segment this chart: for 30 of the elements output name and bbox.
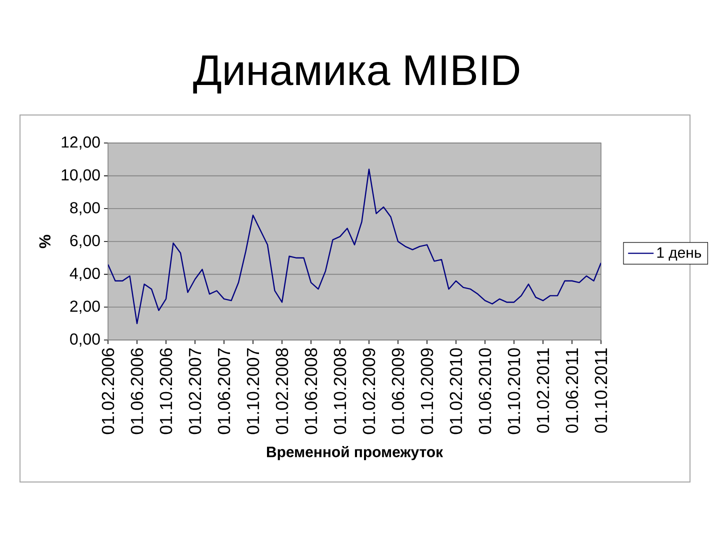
line-series [108,168,601,324]
y-tick-label: 10,00 [62,169,100,182]
x-tick-label: 01.10.2011 [594,348,608,433]
y-tick-label: 8,00 [70,202,100,216]
y-tick-label: 6,00 [70,234,100,248]
x-tick-label: 01.02.2008 [276,348,288,434]
chart-title: Динамика MIBID [193,56,520,94]
x-tick-label: 01.06.2009 [392,348,404,434]
y-tick-label: 2,00 [70,300,100,314]
x-tick-label: 01.10.2009 [420,348,434,434]
x-axis-title: Временной промежуток [267,446,444,460]
x-tick-label: 01.06.2006 [130,348,144,434]
x-tick-label: 01.02.2007 [188,348,202,434]
x-tick-label: 01.02.2010 [450,348,462,434]
x-tick-label: 01.02.2006 [102,348,114,434]
y-axis-title: % [39,234,51,248]
x-tick-label: 01.06.2010 [478,348,492,434]
x-tick-label: 01.06.2008 [304,348,318,434]
x-tick-label: 01.10.2007 [246,348,260,434]
y-tick-label: 0,00 [70,333,100,347]
y-tick-label: 4,00 [70,268,100,281]
y-tick-label: 12,00 [62,136,100,150]
x-tick-label: 01.02.2011 [536,348,550,433]
x-tick-label: 01.06.2007 [218,348,230,434]
x-tick-label: 01.10.2006 [160,348,172,434]
x-tick-label: 01.10.2010 [508,348,520,434]
x-tick-label: 01.06.2011 [566,348,578,433]
x-tick-label: 01.02.2009 [362,348,376,434]
x-tick-label: 01.10.2008 [334,348,346,434]
legend-label: 1 день [657,247,702,261]
